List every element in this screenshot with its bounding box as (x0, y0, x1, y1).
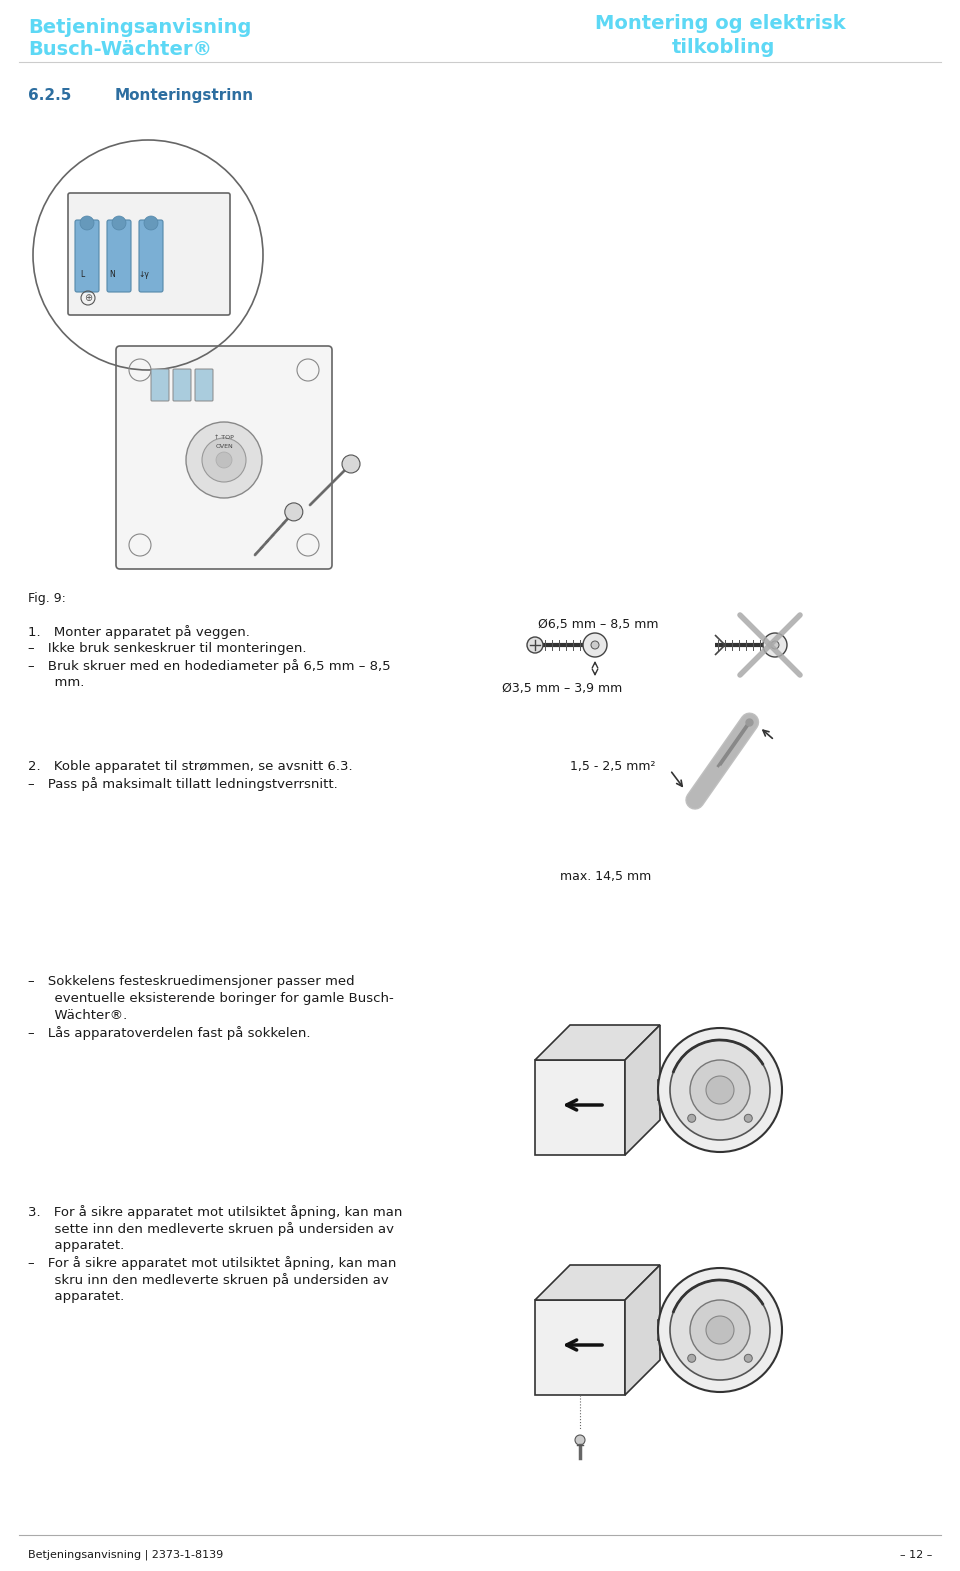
Circle shape (771, 641, 779, 649)
Circle shape (670, 1040, 770, 1141)
Text: 1,5 - 2,5 mm²: 1,5 - 2,5 mm² (570, 760, 656, 773)
Circle shape (658, 1027, 782, 1152)
Text: Fig. 9:: Fig. 9: (28, 592, 66, 605)
Circle shape (690, 1299, 750, 1360)
Polygon shape (535, 1060, 625, 1155)
Text: – Sokkelens festeskruedimensjoner passer med: – Sokkelens festeskruedimensjoner passer… (28, 976, 354, 988)
Circle shape (763, 633, 787, 657)
Circle shape (670, 1280, 770, 1379)
FancyBboxPatch shape (139, 220, 163, 292)
Circle shape (112, 215, 126, 229)
FancyBboxPatch shape (195, 369, 213, 401)
Text: apparatet.: apparatet. (28, 1240, 124, 1252)
FancyBboxPatch shape (173, 369, 191, 401)
Text: skru inn den medleverte skruen på undersiden av: skru inn den medleverte skruen på unders… (28, 1273, 389, 1287)
Circle shape (202, 438, 246, 482)
Circle shape (744, 1114, 753, 1122)
Text: Ø3,5 mm – 3,9 mm: Ø3,5 mm – 3,9 mm (502, 682, 622, 694)
FancyBboxPatch shape (151, 369, 169, 401)
Text: Wächter®.: Wächter®. (28, 1009, 128, 1023)
Text: OVEN: OVEN (215, 445, 233, 449)
Circle shape (583, 633, 607, 657)
Text: ↑ TOP: ↑ TOP (214, 435, 234, 440)
Circle shape (744, 1354, 753, 1362)
Text: apparatet.: apparatet. (28, 1290, 124, 1302)
Circle shape (690, 1060, 750, 1120)
FancyBboxPatch shape (116, 346, 332, 569)
Text: sette inn den medleverte skruen på undersiden av: sette inn den medleverte skruen på under… (28, 1222, 394, 1236)
Text: ↓γ: ↓γ (138, 270, 150, 280)
Polygon shape (625, 1265, 660, 1395)
Text: – 12 –: – 12 – (900, 1551, 932, 1560)
Text: Betjeningsanvisning: Betjeningsanvisning (28, 17, 252, 38)
Circle shape (687, 1354, 696, 1362)
Text: 6.2.5: 6.2.5 (28, 88, 71, 104)
Polygon shape (535, 1024, 660, 1060)
Text: – Bruk skruer med en hodediameter på 6,5 mm – 8,5: – Bruk skruer med en hodediameter på 6,5… (28, 658, 391, 672)
Text: 1. Monter apparatet på veggen.: 1. Monter apparatet på veggen. (28, 625, 250, 639)
FancyBboxPatch shape (107, 220, 131, 292)
Circle shape (527, 636, 543, 654)
Circle shape (144, 215, 158, 229)
Circle shape (706, 1316, 734, 1345)
Text: Busch-Wächter®: Busch-Wächter® (28, 39, 212, 60)
Text: ⊕: ⊕ (84, 294, 92, 303)
Text: – Ikke bruk senkeskruer til monteringen.: – Ikke bruk senkeskruer til monteringen. (28, 643, 306, 655)
Text: – For å sikre apparatet mot utilsiktet åpning, kan man: – For å sikre apparatet mot utilsiktet å… (28, 1255, 396, 1269)
Text: Betjeningsanvisning | 2373-1-8139: Betjeningsanvisning | 2373-1-8139 (28, 1551, 224, 1560)
Text: 3. For å sikre apparatet mot utilsiktet åpning, kan man: 3. For å sikre apparatet mot utilsiktet … (28, 1205, 402, 1219)
Circle shape (342, 456, 360, 473)
Circle shape (706, 1076, 734, 1104)
Text: Monteringstrinn: Monteringstrinn (115, 88, 254, 104)
Text: Montering og elektrisk: Montering og elektrisk (595, 14, 846, 33)
Text: tilkobling: tilkobling (672, 38, 776, 57)
FancyBboxPatch shape (68, 193, 230, 316)
FancyBboxPatch shape (75, 220, 99, 292)
Circle shape (658, 1268, 782, 1392)
Circle shape (186, 423, 262, 498)
Polygon shape (625, 1024, 660, 1155)
Circle shape (216, 452, 232, 468)
Text: – Lås apparatoverdelen fast på sokkelen.: – Lås apparatoverdelen fast på sokkelen. (28, 1026, 310, 1040)
Circle shape (687, 1114, 696, 1122)
Polygon shape (535, 1299, 625, 1395)
Polygon shape (535, 1265, 660, 1299)
Circle shape (591, 641, 599, 649)
Circle shape (575, 1434, 585, 1445)
Text: L: L (80, 270, 84, 280)
Text: 2. Koble apparatet til strømmen, se avsnitt 6.3.: 2. Koble apparatet til strømmen, se avsn… (28, 760, 352, 773)
Text: Ø6,5 mm – 8,5 mm: Ø6,5 mm – 8,5 mm (538, 617, 659, 632)
Text: max. 14,5 mm: max. 14,5 mm (560, 870, 651, 883)
Text: eventuelle eksisterende boringer for gamle Busch-: eventuelle eksisterende boringer for gam… (28, 991, 394, 1005)
Text: N: N (109, 270, 115, 280)
Circle shape (80, 215, 94, 229)
Circle shape (285, 503, 302, 522)
Text: – Pass på maksimalt tillatt ledningstverrsnitt.: – Pass på maksimalt tillatt ledningstver… (28, 778, 338, 790)
Text: mm.: mm. (28, 676, 84, 690)
